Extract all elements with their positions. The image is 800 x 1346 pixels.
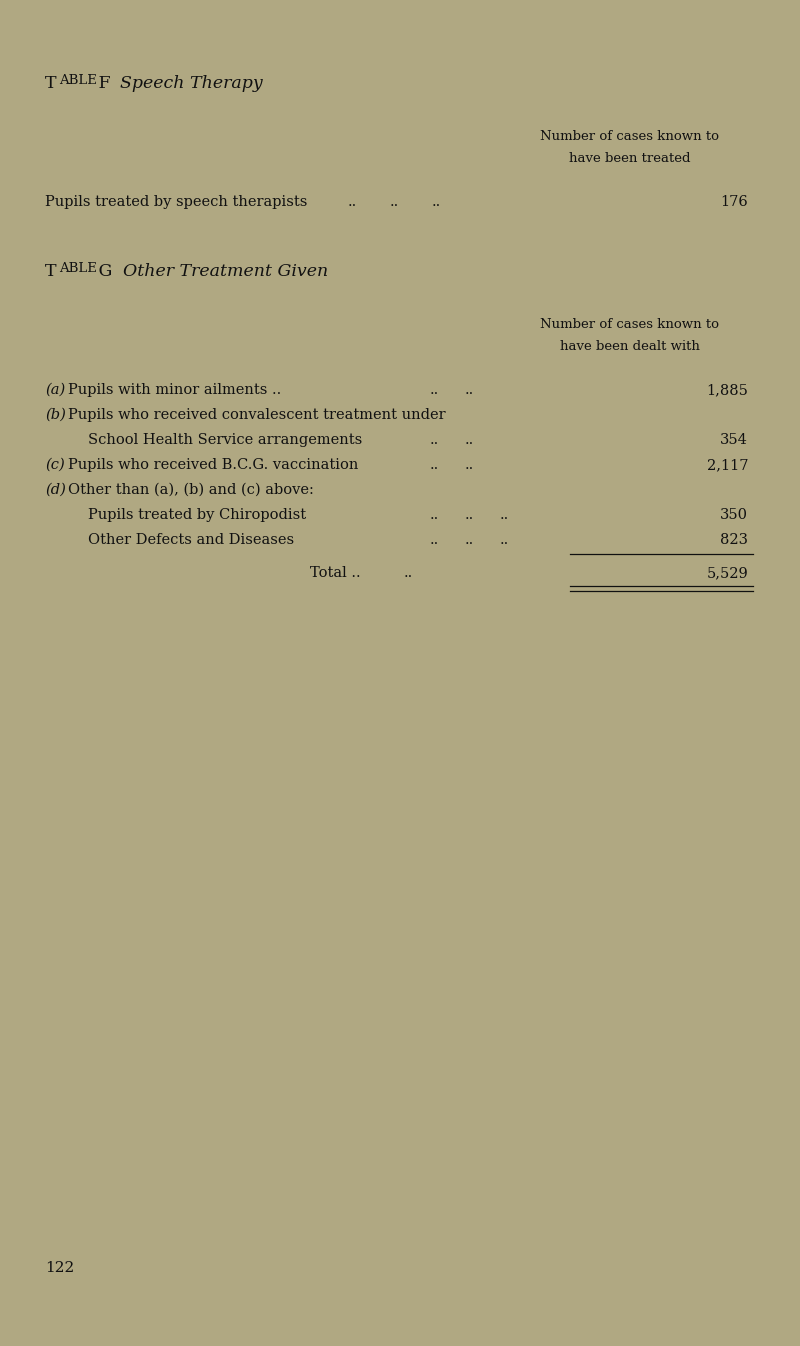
Text: 5,529: 5,529 <box>706 567 748 580</box>
Text: ..: .. <box>430 458 439 472</box>
Text: ..: .. <box>465 533 474 546</box>
Text: ..: .. <box>465 384 474 397</box>
Text: Total ..: Total .. <box>310 567 361 580</box>
Text: T: T <box>45 75 57 92</box>
Text: Pupils treated by Chiropodist: Pupils treated by Chiropodist <box>88 507 306 522</box>
Text: Other than (a), (b) and (c) above:: Other than (a), (b) and (c) above: <box>68 483 314 497</box>
Text: (a): (a) <box>45 384 66 397</box>
Text: ..: .. <box>404 567 414 580</box>
Text: 1,885: 1,885 <box>706 384 748 397</box>
Text: Other Defects and Diseases: Other Defects and Diseases <box>88 533 294 546</box>
Text: (d): (d) <box>45 483 66 497</box>
Text: Pupils who received convalescent treatment under: Pupils who received convalescent treatme… <box>68 408 446 423</box>
Text: Number of cases known to: Number of cases known to <box>541 131 719 143</box>
Text: ..: .. <box>430 507 439 522</box>
Text: Pupils treated by speech therapists: Pupils treated by speech therapists <box>45 195 307 209</box>
Text: 354: 354 <box>720 433 748 447</box>
Text: ..: .. <box>430 384 439 397</box>
Text: ..: .. <box>348 195 358 209</box>
Text: Other Treatment Given: Other Treatment Given <box>123 262 328 280</box>
Text: Speech Therapy: Speech Therapy <box>120 75 262 92</box>
Text: Number of cases known to: Number of cases known to <box>541 318 719 331</box>
Text: ..: .. <box>430 433 439 447</box>
Text: ABLE: ABLE <box>59 74 97 87</box>
Text: 2,117: 2,117 <box>706 458 748 472</box>
Text: ..: .. <box>500 507 510 522</box>
Text: F: F <box>93 75 110 92</box>
Text: Pupils who received B.C.G. vaccination: Pupils who received B.C.G. vaccination <box>68 458 358 472</box>
Text: (c): (c) <box>45 458 65 472</box>
Text: ..: .. <box>500 533 510 546</box>
Text: 176: 176 <box>720 195 748 209</box>
Text: G: G <box>93 262 112 280</box>
Text: 122: 122 <box>45 1261 74 1275</box>
Text: ..: .. <box>430 533 439 546</box>
Text: ..: .. <box>432 195 442 209</box>
Text: have been treated: have been treated <box>570 152 690 166</box>
Text: 823: 823 <box>720 533 748 546</box>
Text: ..: .. <box>465 458 474 472</box>
Text: School Health Service arrangements: School Health Service arrangements <box>88 433 362 447</box>
Text: ..: .. <box>465 433 474 447</box>
Text: T: T <box>45 262 57 280</box>
Text: ..: .. <box>465 507 474 522</box>
Text: have been dealt with: have been dealt with <box>560 341 700 353</box>
Text: Pupils with minor ailments ..: Pupils with minor ailments .. <box>68 384 282 397</box>
Text: (b): (b) <box>45 408 66 423</box>
Text: ..: .. <box>390 195 399 209</box>
Text: 350: 350 <box>720 507 748 522</box>
Text: ABLE: ABLE <box>59 262 97 275</box>
